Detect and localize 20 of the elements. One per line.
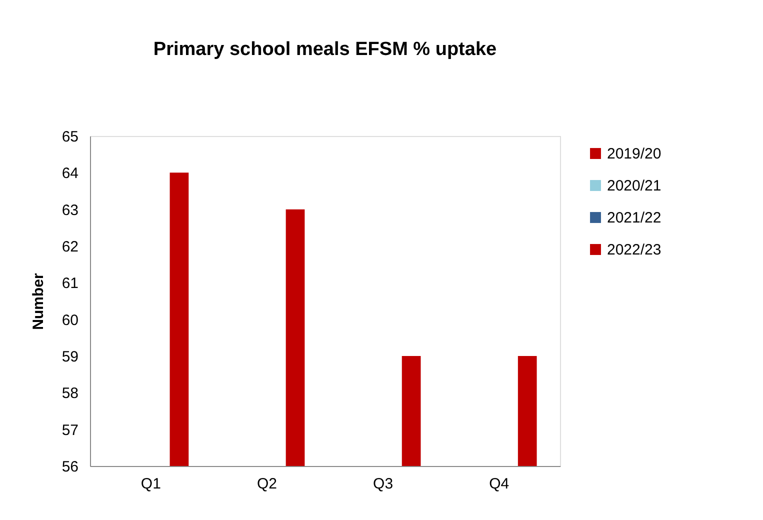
y-tick-label: 64 — [62, 165, 78, 182]
chart-title: Primary school meals EFSM % uptake — [153, 39, 497, 60]
y-axis-title: Number — [30, 273, 47, 330]
y-tick-label: 58 — [62, 385, 78, 402]
legend-label: 2021/22 — [607, 210, 662, 226]
y-tick-label: 60 — [62, 312, 78, 329]
legend-label: 2022/23 — [607, 242, 662, 258]
x-tick-label: Q1 — [140, 476, 161, 492]
legend-label: 2019/20 — [607, 146, 662, 162]
y-tick-label: 65 — [62, 128, 78, 146]
y-tick-label: 56 — [62, 458, 78, 476]
y-tick-label: 62 — [62, 238, 78, 256]
y-tick-label: 57 — [62, 422, 78, 439]
x-tick-label: Q2 — [256, 476, 277, 492]
y-tick-label: 59 — [62, 348, 78, 366]
x-tick-label: Q3 — [373, 476, 394, 492]
y-tick-label: 63 — [62, 202, 78, 219]
legend-label: 2020/21 — [607, 178, 662, 194]
y-tick-label: 61 — [62, 275, 78, 292]
x-tick-label: Q4 — [489, 476, 510, 492]
